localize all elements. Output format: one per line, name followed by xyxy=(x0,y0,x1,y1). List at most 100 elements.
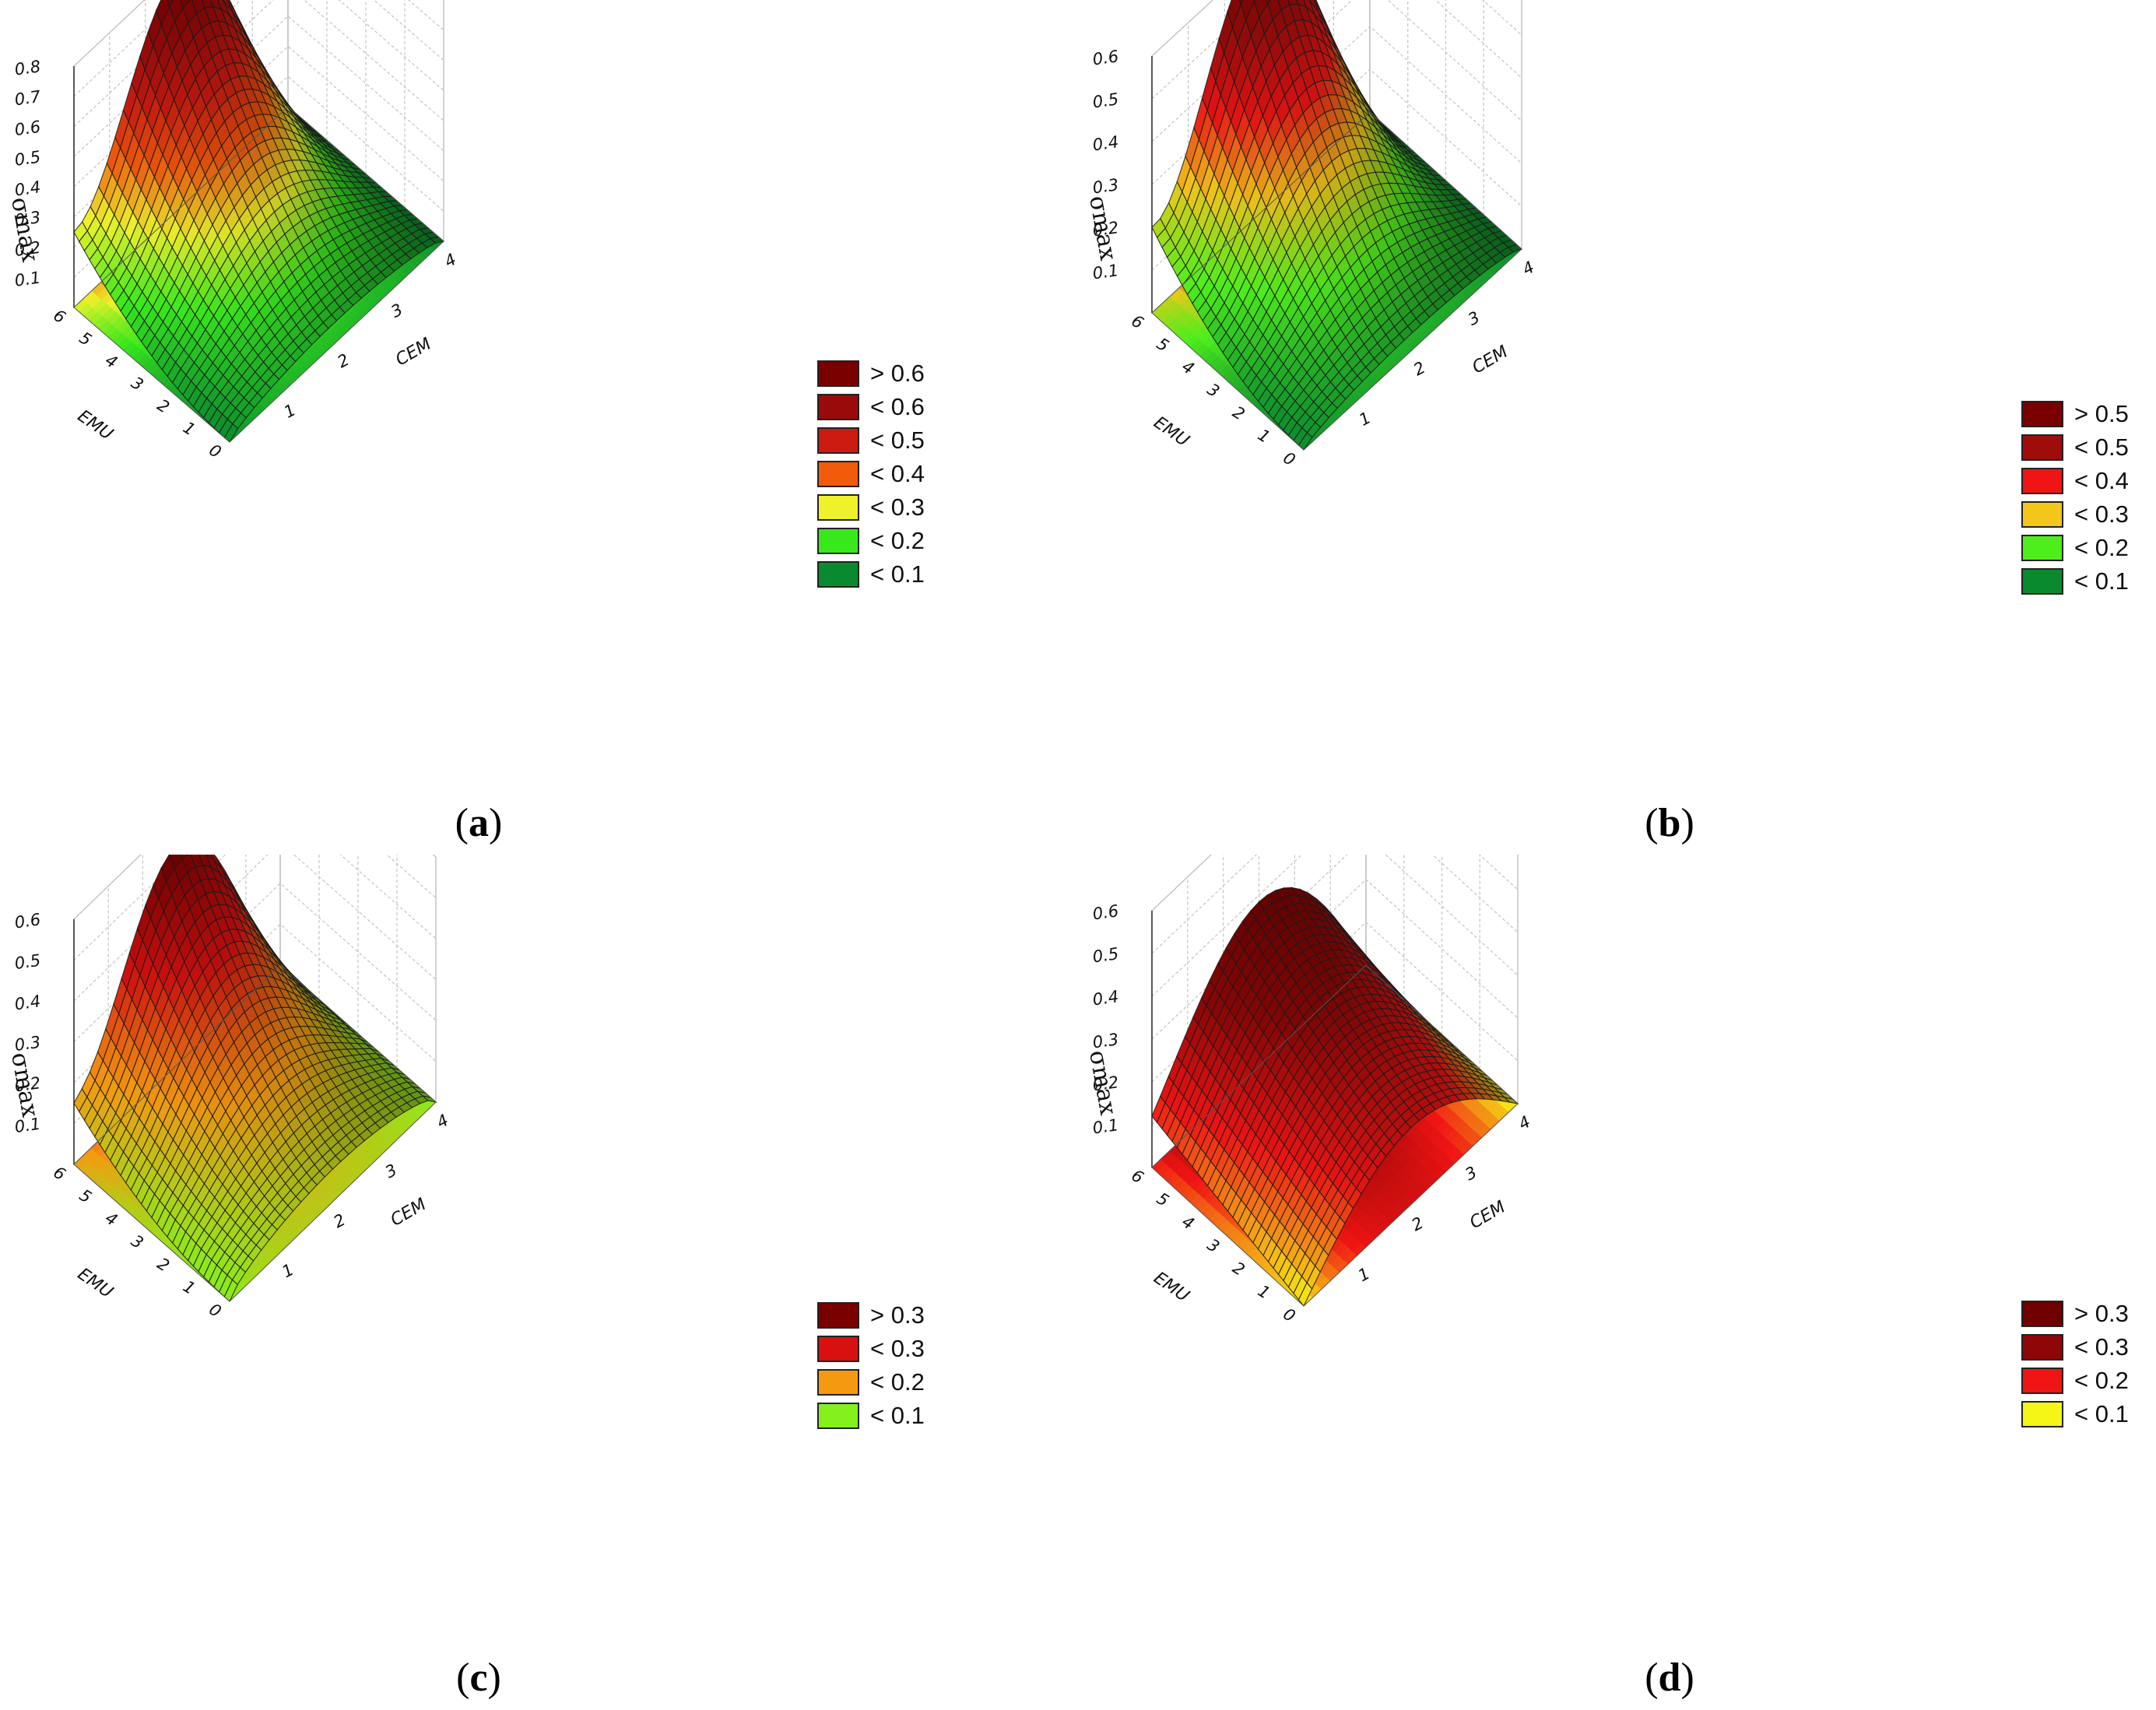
emu-tick: 5 xyxy=(1153,1189,1172,1210)
emu-tick: 6 xyxy=(1128,1166,1146,1187)
legend-label: < 0.1 xyxy=(2074,567,2129,595)
emu-tick: 1 xyxy=(180,1277,198,1298)
emu-tick: 4 xyxy=(102,1209,121,1230)
legend-item: > 0.3 xyxy=(2021,1297,2156,1330)
z-tick: 0.6 xyxy=(13,910,41,932)
emu-tick: 6 xyxy=(50,306,68,327)
legend-swatch xyxy=(817,1335,859,1362)
z-tick: 0.1 xyxy=(1091,261,1119,283)
caption-c: (c) xyxy=(456,1656,501,1700)
emu-tick: 4 xyxy=(1178,1212,1197,1233)
legend-swatch xyxy=(2021,1300,2063,1327)
z-tick: 0.1 xyxy=(13,268,41,290)
legend-item: < 0.3 xyxy=(817,490,973,524)
emu-tick: 5 xyxy=(76,328,95,349)
surface-mesh xyxy=(1151,887,1519,1308)
legend-item: > 0.5 xyxy=(2021,397,2156,430)
z-axis-label: σmax xyxy=(1083,1048,1122,1118)
legend-label: < 0.3 xyxy=(870,1334,925,1362)
emu-tick: 4 xyxy=(102,351,121,372)
legend-label: > 0.6 xyxy=(870,359,925,387)
legend-item: > 0.3 xyxy=(817,1298,973,1332)
legend-item: < 0.3 xyxy=(2021,497,2156,531)
caption-d: (d) xyxy=(1645,1656,1694,1700)
legend-label: < 0.4 xyxy=(2074,466,2129,494)
legend-item: < 0.1 xyxy=(817,1399,973,1432)
y-axis-label: EMU xyxy=(74,406,116,444)
legend-item: < 0.1 xyxy=(2021,564,2156,598)
emu-tick: 3 xyxy=(128,1231,146,1252)
panel-c: 0 1 2 3 4 5 6 1 2 3 4 0.1 0.2 0.3 0.4 0.5 0.6 CEM EMU σmax … xyxy=(0,855,1078,1709)
z-tick: 0.5 xyxy=(1091,944,1119,966)
z-tick: 0.7 xyxy=(13,87,42,110)
cem-tick: 1 xyxy=(281,400,299,421)
legend-swatch xyxy=(817,1301,859,1329)
legend-swatch xyxy=(817,493,859,521)
legend-label: < 0.1 xyxy=(870,560,925,588)
legend-swatch xyxy=(817,1368,859,1396)
cem-tick: 4 xyxy=(434,1111,451,1132)
z-tick: 0.4 xyxy=(13,992,41,1013)
legend-c: > 0.3 < 0.3 < 0.2 < 0.1 xyxy=(817,1298,973,1432)
legend-swatch xyxy=(2021,467,2063,494)
cem-tick: 4 xyxy=(1519,258,1537,279)
cem-tick: 3 xyxy=(1465,307,1483,328)
legend-item: < 0.5 xyxy=(2021,430,2156,464)
legend-label: > 0.5 xyxy=(2074,399,2129,427)
legend-label: < 0.2 xyxy=(870,526,925,554)
panel-a: 0 1 2 3 4 5 6 1 2 3 4 0.1 0.2 0.3 0.4 0.5 0.6 0.7 0.8 CEM EM… xyxy=(0,0,1078,855)
y-axis-label: EMU xyxy=(74,1265,116,1303)
z-axis-label: σmax xyxy=(1083,194,1122,263)
cem-tick: 4 xyxy=(1515,1112,1533,1133)
legend-item: < 0.3 xyxy=(817,1332,973,1365)
legend-swatch xyxy=(817,527,859,554)
emu-tick: 1 xyxy=(1255,426,1273,447)
panel-d: 0 1 2 3 4 5 6 1 2 3 4 0.1 0.2 0.3 0.4 0.5 0.6 CEM EMU σmax … xyxy=(1078,855,2156,1709)
emu-tick: 2 xyxy=(1229,402,1248,423)
z-tick: 0.8 xyxy=(13,57,41,79)
emu-tick: 1 xyxy=(1255,1281,1273,1302)
z-tick: 0.3 xyxy=(13,1033,41,1055)
x-axis-label: CEM xyxy=(1466,1197,1508,1233)
z-tick: 0.2 xyxy=(1091,1073,1119,1094)
legend-a: > 0.6 < 0.6 < 0.5 < 0.4 < 0.3 < 0.2 < 0.1 xyxy=(817,356,973,591)
legend-b: > 0.5 < 0.5 < 0.4 < 0.3 < 0.2 < 0.1 xyxy=(2021,397,2156,598)
legend-swatch xyxy=(817,393,859,420)
z-tick: 0.3 xyxy=(1091,1030,1119,1052)
legend-label: < 0.1 xyxy=(2074,1399,2129,1427)
z-tick: 0.5 xyxy=(13,951,41,973)
legend-swatch xyxy=(2021,1333,2063,1361)
z-axis-label: σmax xyxy=(5,1051,44,1120)
cem-tick: 1 xyxy=(1355,1264,1373,1285)
cem-tick: 2 xyxy=(331,1210,349,1231)
surface-mesh xyxy=(73,0,445,443)
legend-swatch xyxy=(817,1402,859,1429)
legend-item: < 0.6 xyxy=(817,390,973,423)
legend-item: < 0.5 xyxy=(817,423,973,457)
emu-tick: 3 xyxy=(1204,1235,1223,1256)
cem-tick: 3 xyxy=(1462,1163,1480,1184)
caption-b: (b) xyxy=(1645,801,1694,845)
emu-tick: 2 xyxy=(154,395,173,416)
x-axis-label: CEM xyxy=(1470,342,1512,378)
emu-tick: 0 xyxy=(205,1300,224,1321)
legend-label: < 0.2 xyxy=(2074,1366,2129,1394)
z-axis-label: σmax xyxy=(5,195,44,265)
z-tick: 0.2 xyxy=(13,1073,41,1095)
cem-tick: 2 xyxy=(1409,1213,1427,1234)
legend-item: < 0.2 xyxy=(2021,1364,2156,1397)
legend-swatch xyxy=(817,460,859,487)
surface-mesh xyxy=(73,855,437,1302)
z-tick: 0.3 xyxy=(13,208,41,230)
emu-tick: 2 xyxy=(154,1254,173,1275)
cem-tick: 4 xyxy=(441,250,459,271)
legend-d: > 0.3 < 0.3 < 0.2 < 0.1 xyxy=(2021,1297,2156,1431)
legend-swatch xyxy=(817,427,859,454)
legend-label: < 0.5 xyxy=(2074,433,2129,461)
y-axis-label: EMU xyxy=(1150,1269,1192,1307)
legend-label: < 0.6 xyxy=(870,392,925,420)
emu-tick: 6 xyxy=(50,1163,68,1184)
legend-label: < 0.4 xyxy=(870,459,925,487)
